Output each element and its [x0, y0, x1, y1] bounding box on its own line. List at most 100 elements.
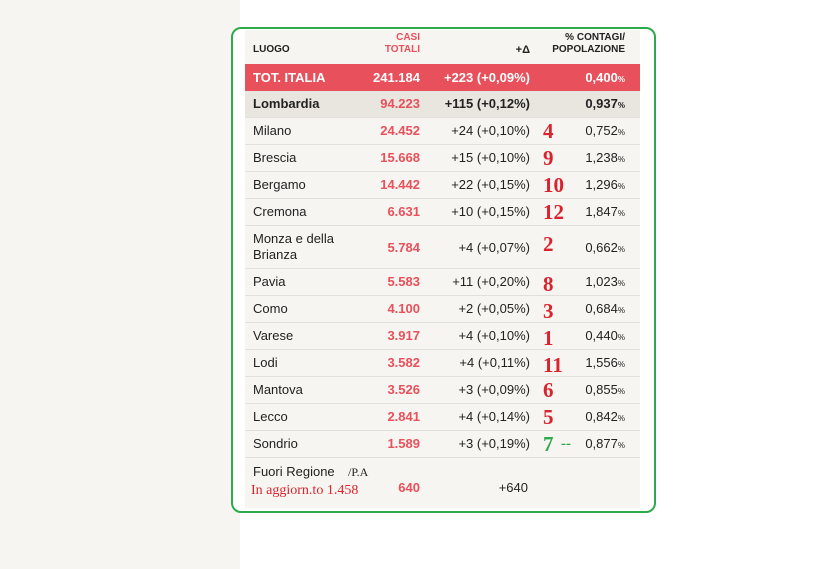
row-cases: 640: [398, 480, 420, 495]
row-cases: 241.184: [373, 70, 420, 85]
row-pct-value: 0,752: [585, 123, 618, 138]
row-pct-symbol: %: [617, 155, 625, 164]
row-cases: 5.784: [387, 240, 420, 255]
row-pct-symbol: %: [617, 245, 625, 254]
header-pct-line1: % CONTAGI/: [565, 32, 625, 43]
row-delta: +3 (+0,19%): [458, 436, 530, 451]
header-luogo: LUOGO: [253, 44, 290, 55]
row-name-line2: Brianza: [253, 247, 298, 262]
header-pct-line2: POPOLAZIONE: [552, 44, 625, 55]
header-casi-line1: CASI: [396, 32, 420, 43]
row-pct-symbol: %: [617, 209, 625, 218]
row-name: Monza e della Brianza: [253, 231, 334, 263]
table-row: Sondrio 1.589 +3 (+0,19%) 7 -- 0,877%: [245, 430, 640, 458]
row-pct: 0,440%: [585, 328, 625, 343]
rank-annotation: 6: [543, 378, 554, 402]
row-name: Lecco: [253, 409, 288, 424]
row-name: Milano: [253, 123, 292, 138]
row-pct-value: 1,847: [585, 204, 618, 219]
row-cases: 5.583: [387, 274, 420, 289]
row-name-suffix: /P.A: [348, 465, 369, 479]
row-cases: 3.582: [387, 355, 420, 370]
row-pct-value: 0,662: [585, 240, 618, 255]
table-row-fuori: Fuori Regione /P.A In aggiorn.to 1.458 6…: [245, 457, 640, 507]
row-name: Lombardia: [253, 96, 320, 111]
header-casi-line2: TOTALI: [384, 44, 420, 55]
row-name: Como: [253, 301, 288, 316]
row-pct-symbol: %: [617, 279, 625, 288]
row-pct-value: 0,440: [585, 328, 618, 343]
row-delta: +4 (+0,14%): [458, 409, 530, 424]
table-row: Brescia 15.668 +15 (+0,10%) 9 1,238%: [245, 144, 640, 172]
row-name: Fuori Regione: [253, 464, 335, 479]
row-pct: 1,296%: [585, 177, 625, 192]
update-note: In aggiorn.to 1.458: [251, 483, 359, 498]
row-delta: +223 (+0,09%): [443, 70, 530, 85]
row-delta: +10 (+0,15%): [451, 204, 530, 219]
row-name: Brescia: [253, 150, 297, 165]
row-cases: 14.442: [380, 177, 420, 192]
row-pct: 1,238%: [585, 150, 625, 165]
page-background-left: [0, 0, 240, 569]
row-pct: 0,937%: [585, 96, 625, 111]
row-pct: 0,877%: [585, 436, 625, 451]
row-name: Cremona: [253, 204, 307, 219]
row-cases: 4.100: [387, 301, 420, 316]
row-pct-symbol: %: [617, 182, 625, 191]
row-name: Varese: [253, 328, 294, 343]
row-name: Bergamo: [253, 177, 306, 192]
row-cases: 3.526: [387, 382, 420, 397]
row-pct-value: 0,400: [585, 70, 618, 85]
rank-dash-annotation: --: [561, 436, 571, 452]
row-delta: +11 (+0,20%): [452, 274, 530, 289]
row-pct-value: 1,296: [585, 177, 618, 192]
row-cases: 3.917: [387, 328, 420, 343]
table-row-region: Lombardia 94.223 +115 (+0,12%) 0,937%: [245, 91, 640, 118]
row-cases: 24.452: [380, 123, 420, 138]
table-row: Cremona 6.631 +10 (+0,15%) 12 1,847%: [245, 198, 640, 226]
row-delta: +4 (+0,10%): [458, 328, 530, 343]
row-delta: +640: [498, 480, 528, 495]
row-pct: 0,662%: [585, 240, 625, 255]
row-delta: +24 (+0,10%): [451, 123, 530, 138]
table-row: Bergamo 14.442 +22 (+0,15%) 10 1,296%: [245, 171, 640, 199]
table-header: LUOGO CASI TOTALI +Δ % CONTAGI/ POPOLAZI…: [245, 30, 640, 63]
row-pct-value: 0,937: [585, 96, 618, 111]
rank-annotation: 4: [543, 119, 554, 143]
row-pct-value: 0,877: [585, 436, 618, 451]
table-row: Varese 3.917 +4 (+0,10%) 1 0,440%: [245, 322, 640, 350]
row-cases: 2.841: [387, 409, 420, 424]
row-delta: +2 (+0,05%): [458, 301, 530, 316]
row-pct-value: 1,238: [585, 150, 618, 165]
row-cases: 6.631: [387, 204, 420, 219]
row-delta: +4 (+0,07%): [458, 240, 530, 255]
row-pct-symbol: %: [617, 414, 625, 423]
row-name: Pavia: [253, 274, 286, 289]
row-cases: 1.589: [387, 436, 420, 451]
table-row: Como 4.100 +2 (+0,05%) 3 0,684%: [245, 295, 640, 323]
row-pct-value: 1,556: [585, 355, 618, 370]
rank-annotation: 12: [543, 200, 564, 224]
table-row: Milano 24.452 +24 (+0,10%) 4 0,752%: [245, 117, 640, 145]
header-pct: % CONTAGI/ POPOLAZIONE: [552, 32, 625, 56]
row-name: Lodi: [253, 355, 278, 370]
table-row: Lecco 2.841 +4 (+0,14%) 5 0,842%: [245, 403, 640, 431]
row-pct: 0,400%: [585, 70, 625, 85]
page-background-top: [240, 0, 837, 30]
row-delta: +4 (+0,11%): [459, 355, 530, 370]
row-pct: 0,842%: [585, 409, 625, 424]
row-pct-symbol: %: [617, 306, 625, 315]
table-row: Mantova 3.526 +3 (+0,09%) 6 0,855%: [245, 376, 640, 404]
rank-annotation: 5: [543, 405, 554, 429]
row-pct-value: 0,842: [585, 409, 618, 424]
covid-table: LUOGO CASI TOTALI +Δ % CONTAGI/ POPOLAZI…: [245, 30, 640, 508]
row-pct-symbol: %: [617, 75, 625, 84]
table-row: Monza e della Brianza 5.784 +4 (+0,07%) …: [245, 225, 640, 269]
rank-annotation: 11: [543, 353, 563, 377]
row-pct: 1,023%: [585, 274, 625, 289]
row-delta: +22 (+0,15%): [451, 177, 530, 192]
header-casi: CASI TOTALI: [385, 32, 420, 56]
row-pct-symbol: %: [617, 101, 625, 110]
row-pct: 0,752%: [585, 123, 625, 138]
header-delta: +Δ: [515, 44, 530, 56]
